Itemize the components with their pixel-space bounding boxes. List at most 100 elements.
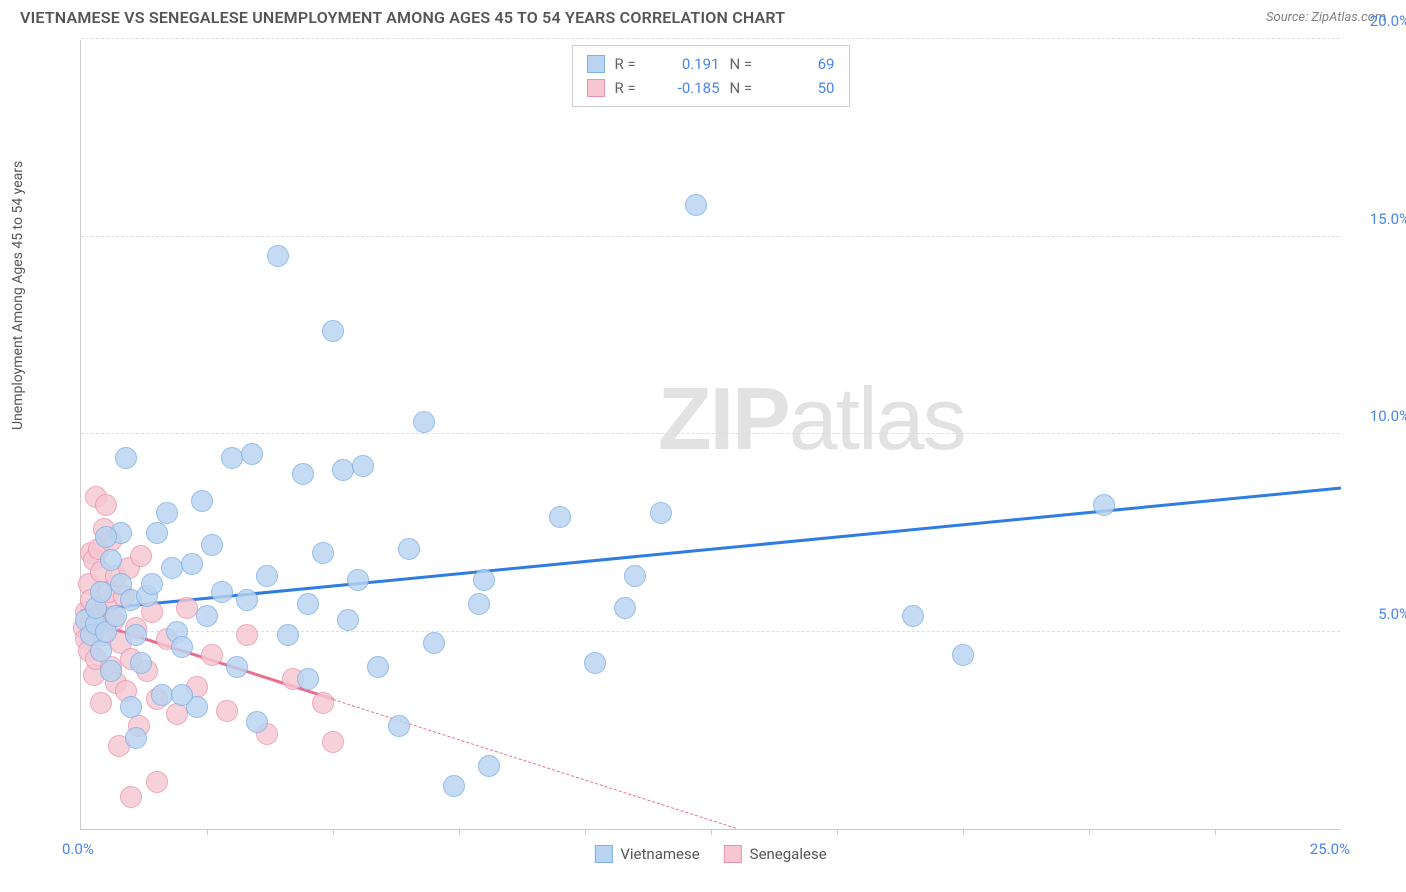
data-point [549, 506, 571, 528]
data-point [120, 696, 142, 718]
x-tick-mark [333, 829, 334, 835]
gridline-h [81, 236, 1340, 237]
swatch-icon [587, 79, 605, 97]
data-point [100, 660, 122, 682]
legend-row-senegalese: R = -0.185 N = 50 [587, 76, 835, 100]
n-value: 69 [780, 52, 835, 76]
data-point [468, 593, 490, 615]
data-point [246, 711, 268, 733]
data-point [166, 703, 188, 725]
data-point [473, 569, 495, 591]
regression-line [81, 486, 1341, 611]
data-point [120, 786, 142, 808]
data-point [130, 545, 152, 567]
data-point [1093, 494, 1115, 516]
data-point [151, 684, 173, 706]
data-point [236, 624, 258, 646]
data-point [176, 597, 198, 619]
gridline-h [81, 631, 1340, 632]
x-tick-mark [459, 829, 460, 835]
data-point [100, 549, 122, 571]
data-point [236, 589, 258, 611]
y-tick-label: 20.0% [1350, 12, 1406, 30]
n-label: N = [730, 52, 770, 76]
data-point [322, 731, 344, 753]
data-point [90, 640, 112, 662]
y-tick-label: 15.0% [1350, 210, 1406, 228]
series-legend: Vietnamese Senegalese [594, 845, 826, 863]
data-point [478, 755, 500, 777]
data-point [267, 245, 289, 267]
data-point [181, 553, 203, 575]
data-point [584, 652, 606, 674]
n-label: N = [730, 76, 770, 100]
correlation-legend: R = 0.191 N = 69 R = -0.185 N = 50 [572, 45, 850, 107]
x-tick-mark [711, 829, 712, 835]
legend-label: Vietnamese [620, 845, 699, 863]
data-point [146, 771, 168, 793]
data-point [312, 692, 334, 714]
data-point [902, 605, 924, 627]
data-point [332, 459, 354, 481]
chart-area: ZIPatlas R = 0.191 N = 69 R = -0.185 N =… [50, 40, 1340, 830]
data-point [413, 411, 435, 433]
n-value: 50 [780, 76, 835, 100]
data-point [115, 447, 137, 469]
x-tick-max: 25.0% [1310, 840, 1350, 858]
r-value: 0.191 [665, 52, 720, 76]
data-point [347, 569, 369, 591]
data-point [685, 194, 707, 216]
legend-label: Senegalese [750, 845, 827, 863]
data-point [443, 775, 465, 797]
data-point [211, 581, 233, 603]
x-tick-mark [1215, 829, 1216, 835]
watermark: ZIPatlas [658, 368, 965, 470]
data-point [95, 526, 117, 548]
data-point [322, 320, 344, 342]
data-point [388, 715, 410, 737]
data-point [423, 632, 445, 654]
r-value: -0.185 [665, 76, 720, 100]
data-point [226, 656, 248, 678]
header: VIETNAMESE VS SENEGALESE UNEMPLOYMENT AM… [0, 0, 1406, 31]
data-point [292, 463, 314, 485]
y-tick-label: 5.0% [1350, 605, 1406, 623]
data-point [952, 644, 974, 666]
data-point [201, 644, 223, 666]
data-point [352, 455, 374, 477]
data-point [312, 542, 334, 564]
y-tick-label: 10.0% [1350, 407, 1406, 425]
gridline-h [81, 433, 1340, 434]
data-point [216, 700, 238, 722]
data-point [90, 581, 112, 603]
x-tick-mark [963, 829, 964, 835]
data-point [337, 609, 359, 631]
data-point [367, 656, 389, 678]
x-tick-mark [585, 829, 586, 835]
data-point [256, 565, 278, 587]
data-point [161, 557, 183, 579]
data-point [171, 684, 193, 706]
data-point [191, 490, 213, 512]
x-tick-min: 0.0% [62, 840, 94, 858]
data-point [95, 494, 117, 516]
legend-row-vietnamese: R = 0.191 N = 69 [587, 52, 835, 76]
swatch-icon [594, 845, 612, 863]
data-point [614, 597, 636, 619]
data-point [624, 565, 646, 587]
data-point [171, 636, 193, 658]
data-point [398, 538, 420, 560]
swatch-icon [724, 845, 742, 863]
gridline-h [81, 38, 1340, 39]
data-point [141, 573, 163, 595]
data-point [90, 692, 112, 714]
watermark-part1: ZIP [658, 369, 789, 468]
data-point [201, 534, 223, 556]
x-tick-mark [207, 829, 208, 835]
data-point [241, 443, 263, 465]
x-tick-mark [1089, 829, 1090, 835]
data-point [125, 727, 147, 749]
data-point [156, 502, 178, 524]
data-point [297, 593, 319, 615]
data-point [146, 522, 168, 544]
